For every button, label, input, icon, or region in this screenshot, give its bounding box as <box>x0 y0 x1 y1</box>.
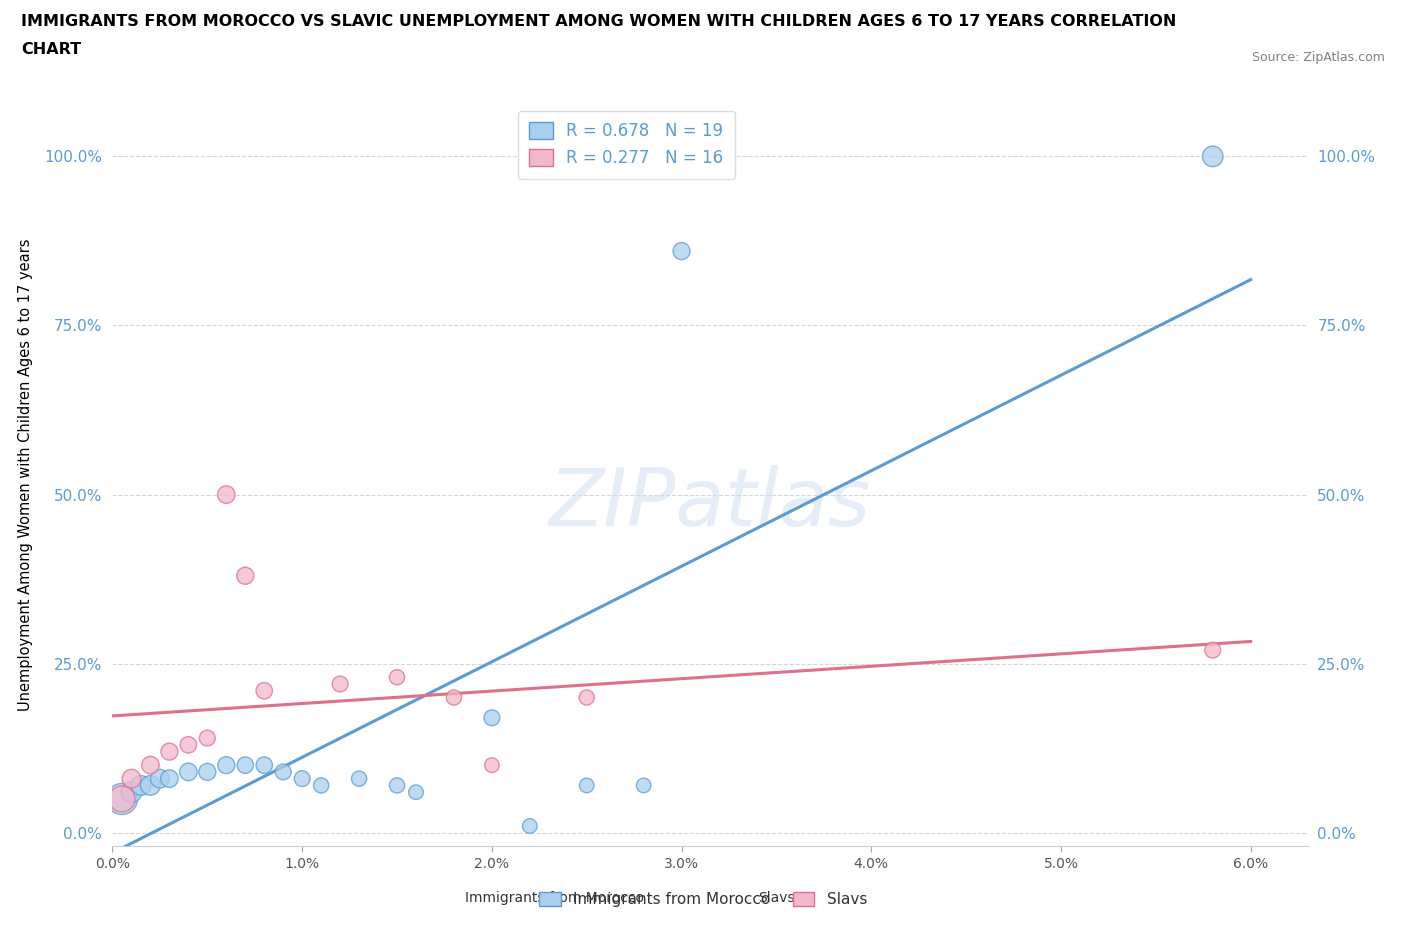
Point <box>271 764 294 779</box>
Point <box>129 778 152 793</box>
Text: Source: ZipAtlas.com: Source: ZipAtlas.com <box>1251 51 1385 64</box>
Point <box>481 711 503 725</box>
Point <box>157 744 180 759</box>
Y-axis label: Unemployment Among Women with Children Ages 6 to 17 years: Unemployment Among Women with Children A… <box>18 238 32 711</box>
Point <box>1202 643 1225 658</box>
Point <box>347 771 370 786</box>
Point <box>139 758 162 773</box>
Point <box>177 737 200 752</box>
Text: Slavs: Slavs <box>758 891 794 905</box>
Point <box>309 778 332 793</box>
Point <box>575 690 598 705</box>
Point <box>633 778 655 793</box>
Point <box>575 778 598 793</box>
Point <box>405 785 427 800</box>
Text: IMMIGRANTS FROM MOROCCO VS SLAVIC UNEMPLOYMENT AMONG WOMEN WITH CHILDREN AGES 6 : IMMIGRANTS FROM MOROCCO VS SLAVIC UNEMPL… <box>21 14 1177 29</box>
Point <box>385 670 408 684</box>
Point <box>157 771 180 786</box>
Legend: Immigrants from Morocco, Slavs: Immigrants from Morocco, Slavs <box>533 885 873 913</box>
Point <box>253 758 276 773</box>
Point <box>120 771 142 786</box>
Point <box>120 785 142 800</box>
Point <box>519 818 541 833</box>
Point <box>385 778 408 793</box>
Text: Immigrants from Morocco: Immigrants from Morocco <box>465 891 644 905</box>
Point <box>233 568 256 583</box>
Text: ZIPatlas: ZIPatlas <box>548 465 872 543</box>
Point <box>481 758 503 773</box>
Point <box>139 778 162 793</box>
Point <box>215 758 238 773</box>
Point <box>111 791 134 806</box>
Legend: R = 0.678   N = 19, R = 0.277   N = 16: R = 0.678 N = 19, R = 0.277 N = 16 <box>517 111 735 179</box>
Point <box>1202 149 1225 164</box>
Point <box>443 690 465 705</box>
Point <box>195 764 218 779</box>
Point <box>195 731 218 746</box>
Point <box>329 676 352 691</box>
Point <box>253 684 276 698</box>
Text: CHART: CHART <box>21 42 82 57</box>
Point <box>149 771 172 786</box>
Point <box>177 764 200 779</box>
Point <box>291 771 314 786</box>
Point <box>233 758 256 773</box>
Point <box>215 487 238 502</box>
Point <box>111 791 134 806</box>
Point <box>671 244 693 259</box>
